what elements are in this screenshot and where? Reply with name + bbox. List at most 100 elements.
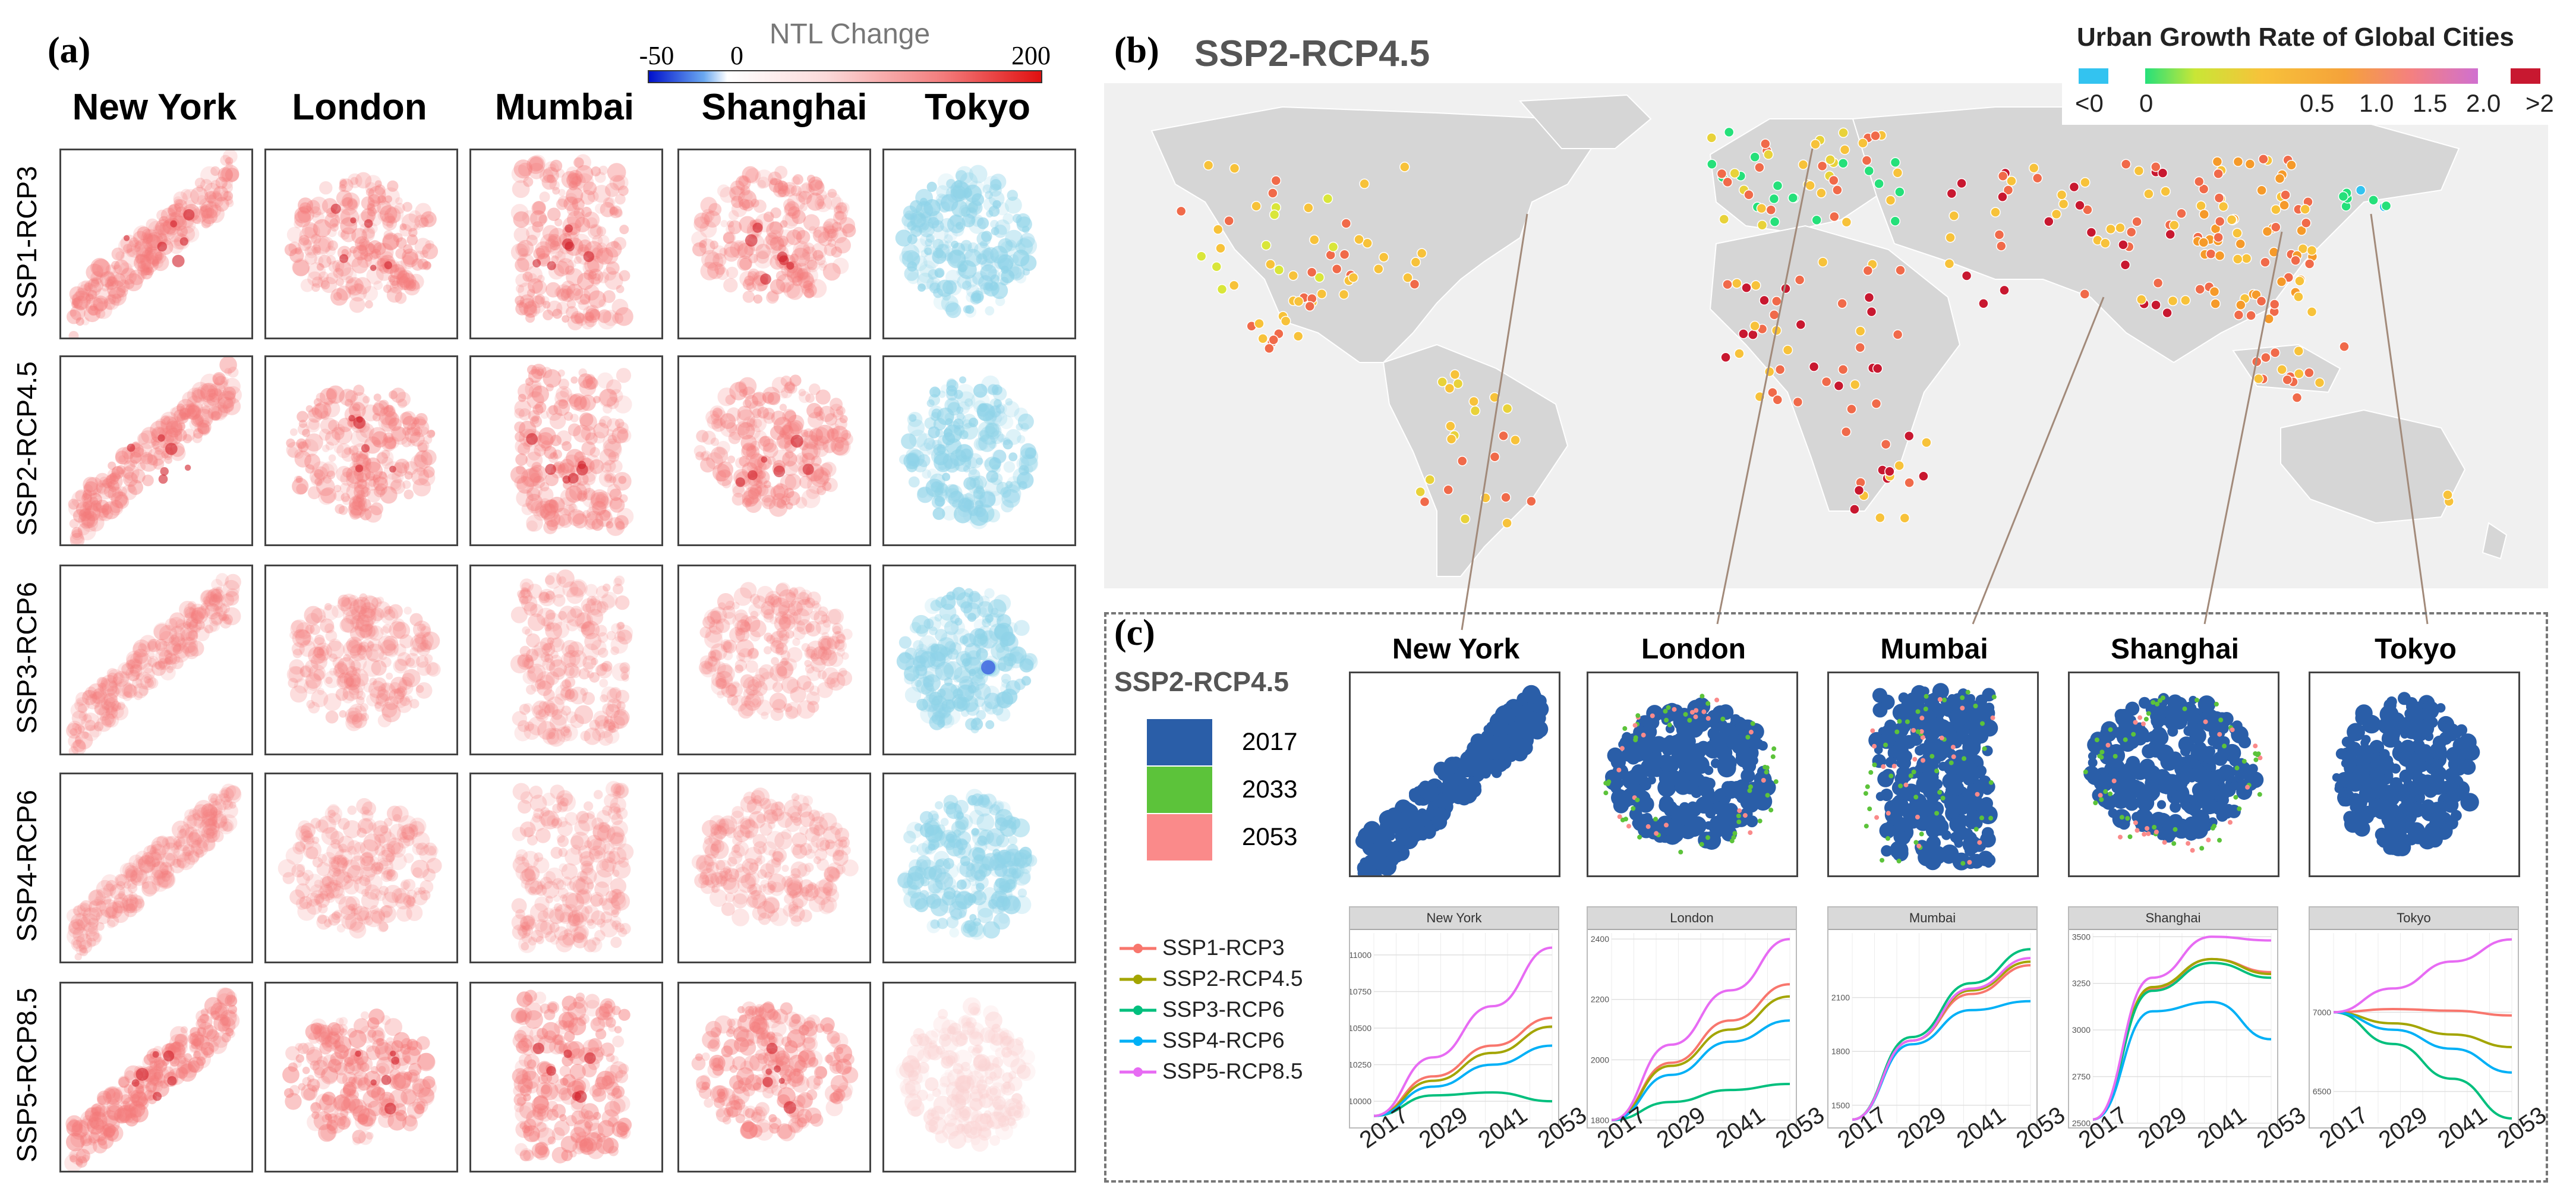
a-cell-svg-shanghai-ssp2-rcp4-5 bbox=[693, 374, 853, 517]
city-dot bbox=[1212, 224, 1224, 235]
c-map-svg-mumbai bbox=[1863, 683, 1998, 871]
city-dot bbox=[1864, 165, 1875, 176]
a-cell-london-ssp1-rcp3 bbox=[264, 149, 458, 339]
city-dot bbox=[1722, 176, 1733, 188]
line-chart-plot-shanghai: 2500 2750 3000 3250 3500 bbox=[2072, 932, 2272, 1126]
ytick-label: 2100 bbox=[1831, 993, 1850, 1003]
city-dot bbox=[1892, 168, 1903, 178]
city-dot bbox=[2253, 373, 2264, 384]
year-label-2053: 2053 bbox=[1242, 822, 1298, 850]
line-legend-item-ssp2-rcp4-5: SSP2-RCP4.5 bbox=[1117, 964, 1355, 994]
city-dot bbox=[1794, 275, 1805, 285]
year-label-2033: 2033 bbox=[1242, 775, 1298, 803]
city-dot bbox=[1362, 238, 1373, 249]
city-dot bbox=[1452, 378, 1464, 389]
a-cell-london-ssp2-rcp4-5 bbox=[264, 355, 458, 546]
city-dot bbox=[1196, 251, 1207, 261]
line-legend-swatch-ssp3-rcp6 bbox=[1120, 1006, 1156, 1015]
city-dot bbox=[1855, 326, 1866, 336]
city-dot bbox=[1292, 331, 1304, 342]
c-head-tokyo: Tokyo bbox=[2375, 633, 2457, 665]
city-dot bbox=[2167, 295, 2178, 307]
city-dot bbox=[1280, 316, 1291, 326]
line-chart-mumbai: Mumbai 1500 1800 2100 bbox=[1827, 906, 2038, 1129]
city-dot bbox=[1956, 178, 1967, 189]
city-dot bbox=[1268, 335, 1279, 345]
city-dot bbox=[2209, 286, 2220, 297]
city-dot bbox=[2256, 296, 2267, 307]
city-dot bbox=[2294, 276, 2305, 286]
panel-c-frame bbox=[1104, 612, 2548, 1183]
city-dot bbox=[1445, 421, 1456, 431]
a-cell-mumbai-ssp4-rcp6 bbox=[469, 773, 663, 963]
city-dot bbox=[1829, 211, 1840, 222]
city-dot bbox=[1768, 193, 1780, 204]
city-dot bbox=[2300, 204, 2310, 215]
city-dot bbox=[2233, 156, 2244, 167]
growth-rate-legend: Urban Growth Rate of Global Cities <0 0 … bbox=[2062, 18, 2561, 125]
city-dot bbox=[2258, 153, 2269, 165]
leader-line-newyork bbox=[1461, 213, 1528, 631]
a-col-head-mumbai: Mumbai bbox=[494, 87, 635, 128]
c-head-mumbai: Mumbai bbox=[1880, 633, 1988, 665]
line-legend-label-ssp3-rcp6: SSP3-RCP6 bbox=[1162, 997, 1285, 1022]
city-dot bbox=[1303, 203, 1314, 213]
city-dot bbox=[1774, 364, 1786, 375]
city-dot bbox=[2032, 172, 2043, 184]
city-dot bbox=[2304, 367, 2315, 378]
city-dot bbox=[2232, 228, 2243, 239]
city-dot bbox=[1743, 189, 1754, 200]
city-dot bbox=[1999, 285, 2010, 296]
city-dot bbox=[1884, 466, 1895, 477]
city-dot bbox=[1849, 379, 1861, 390]
city-dot bbox=[1866, 306, 1877, 317]
city-dot bbox=[1890, 216, 1901, 226]
city-dot bbox=[1306, 267, 1317, 278]
city-dot bbox=[1862, 265, 1874, 276]
a-cell-mumbai-ssp5-rcp8-5 bbox=[469, 982, 663, 1173]
city-dot bbox=[2006, 175, 2017, 187]
city-dot bbox=[1410, 257, 1421, 267]
a-cell-shanghai-ssp4-rcp6 bbox=[677, 773, 871, 963]
c-map-svg-london bbox=[1603, 694, 1779, 855]
city-dot bbox=[1322, 193, 1333, 204]
a-cell-svg-new-york-ssp2-rcp4-5 bbox=[68, 357, 242, 544]
city-dot bbox=[1810, 139, 1821, 150]
city-dot bbox=[1719, 214, 1730, 225]
a-col-head-new-york: New York bbox=[72, 87, 237, 128]
city-dot bbox=[1734, 348, 1745, 359]
colorbar-title: NTL Change bbox=[769, 18, 931, 50]
city-dot bbox=[1293, 296, 1304, 307]
city-dot bbox=[1811, 215, 1822, 225]
a-cell-mumbai-ssp3-rcp6 bbox=[469, 565, 663, 755]
city-dot bbox=[2339, 341, 2350, 352]
line-legend-item-ssp3-rcp6: SSP3-RCP6 bbox=[1117, 995, 1355, 1025]
colorbar-zero-label: 0 bbox=[730, 41, 743, 70]
city-dot bbox=[1409, 279, 1420, 290]
city-dot bbox=[2152, 278, 2164, 288]
city-dot bbox=[1304, 301, 1315, 312]
series-line-ssp1-rcp3 bbox=[2333, 1007, 2512, 1017]
city-dot bbox=[2079, 289, 2091, 300]
city-dot bbox=[1838, 127, 1849, 138]
city-dot bbox=[1402, 272, 1413, 283]
city-dot bbox=[2274, 173, 2285, 184]
city-dot bbox=[1500, 492, 1511, 503]
city-dot bbox=[1449, 369, 1461, 380]
city-dot bbox=[1759, 295, 1770, 306]
line-legend-label-ssp1-rcp3: SSP1-RCP3 bbox=[1162, 935, 1285, 960]
city-dot bbox=[1749, 320, 1760, 332]
city-dot bbox=[2069, 181, 2080, 193]
city-dot bbox=[2380, 200, 2392, 212]
city-dot bbox=[2260, 352, 2271, 363]
city-dot bbox=[2286, 159, 2297, 171]
city-dot bbox=[2226, 215, 2237, 225]
city-dot bbox=[2169, 220, 2180, 231]
c-map-london bbox=[1587, 672, 1798, 877]
series-line-ssp4-rcp6 bbox=[1373, 1044, 1553, 1117]
australia-shape bbox=[2280, 409, 2466, 524]
line-legend-item-ssp1-rcp3: SSP1-RCP3 bbox=[1117, 933, 1355, 963]
a-cell-shanghai-ssp1-rcp3 bbox=[677, 149, 871, 339]
city-dot bbox=[1921, 437, 1932, 448]
city-dot bbox=[2306, 245, 2318, 256]
